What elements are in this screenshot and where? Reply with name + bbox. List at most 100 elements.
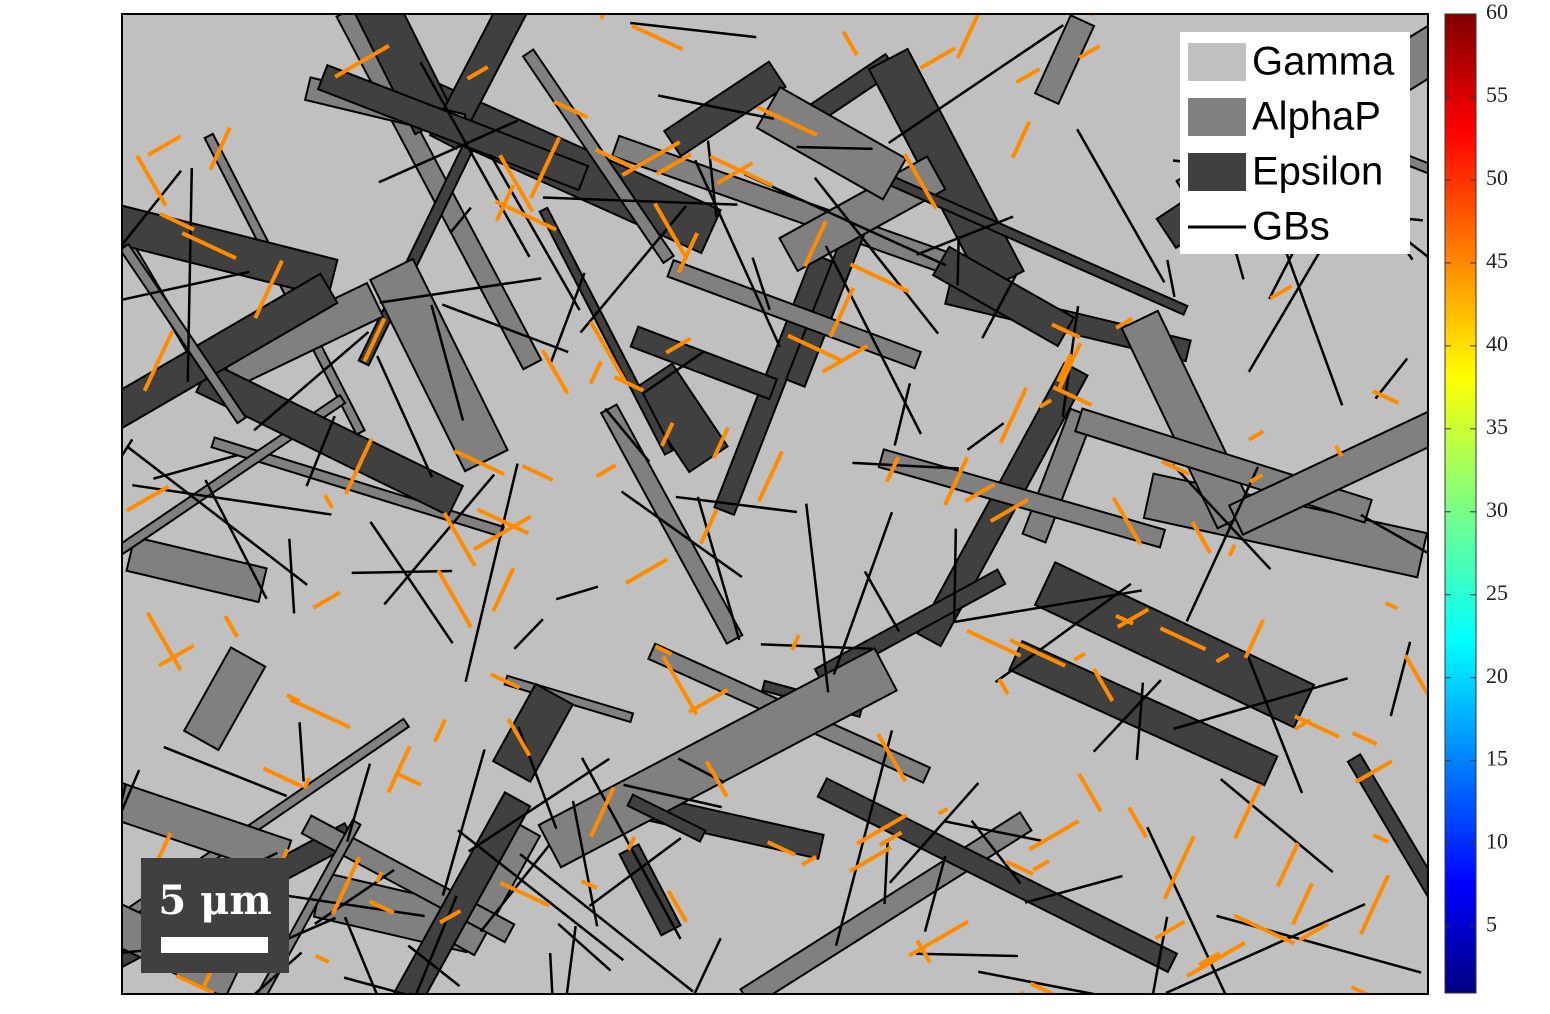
boundary-highlight	[334, 43, 390, 79]
grain-boundary	[305, 415, 336, 487]
grain-boundary	[542, 196, 738, 206]
grain-boundary	[966, 422, 1005, 451]
boundary-highlight	[716, 161, 754, 186]
grain-boundary	[414, 895, 458, 994]
grain-boundary	[314, 868, 395, 925]
boundary-highlight	[621, 140, 681, 177]
boundary-highlight	[175, 973, 215, 994]
grain-boundary	[519, 853, 694, 993]
grain-boundary	[981, 272, 1019, 339]
boundary-highlight	[498, 154, 535, 213]
boundary-highlight	[790, 634, 801, 651]
grain-boundary	[813, 176, 940, 335]
boundary-highlight	[433, 718, 447, 743]
grain-boundary	[832, 511, 894, 675]
map-frame	[121, 13, 1429, 995]
boundary-highlight	[494, 199, 557, 232]
phase-region	[491, 682, 575, 783]
grain-boundary	[923, 855, 947, 932]
colorbar-tick-label: 50	[1486, 165, 1508, 190]
scale-bar	[161, 937, 268, 953]
boundary-highlight	[1005, 859, 1034, 876]
grain-boundary	[153, 453, 239, 480]
boundary-highlight	[803, 220, 828, 268]
boundary-highlight	[998, 387, 1028, 444]
boundary-highlight	[655, 152, 693, 176]
boundary-highlight	[908, 919, 970, 958]
boundary-highlight	[1298, 921, 1329, 942]
boundary-highlight	[884, 456, 900, 483]
phase-region	[1227, 373, 1428, 536]
phase-region	[316, 63, 590, 192]
boundary-highlight	[386, 745, 412, 794]
boundary-highlight	[661, 655, 699, 716]
boundary-highlight	[1078, 44, 1101, 60]
grain-boundary	[1374, 357, 1409, 400]
boundary-highlight	[595, 463, 617, 479]
grain-boundary	[1076, 128, 1166, 284]
boundary-highlight	[704, 760, 729, 798]
grain-boundary	[126, 445, 308, 586]
phase-region	[122, 242, 248, 425]
phase-region	[428, 14, 549, 151]
grain-boundary	[630, 21, 757, 39]
grain-boundary	[751, 257, 771, 311]
grain-boundary	[571, 800, 599, 927]
boundary-highlight	[529, 136, 562, 199]
legend-swatch	[1188, 98, 1246, 136]
grain-boundary	[204, 479, 268, 600]
boundary-highlight	[368, 899, 395, 915]
grain-boundary	[623, 783, 722, 809]
grain-boundary	[888, 782, 980, 884]
grain-boundary	[346, 763, 372, 843]
boundary-highlight	[491, 567, 516, 613]
phase-region	[666, 258, 923, 370]
grain-boundary	[1165, 902, 1366, 994]
boundary-highlight	[1160, 459, 1191, 477]
boundary-highlight	[1159, 626, 1207, 652]
grain-boundary	[557, 922, 612, 972]
grain-boundary	[369, 521, 454, 644]
colorbar-tick-label: 25	[1486, 580, 1508, 605]
grain-boundary	[1135, 682, 1145, 760]
grain-boundary	[122, 438, 134, 458]
grain-boundary	[379, 277, 542, 304]
boundary-highlight	[1215, 652, 1230, 664]
boundary-highlight	[653, 202, 689, 260]
boundary-highlight	[1092, 667, 1115, 703]
boundary-highlight	[1243, 618, 1266, 659]
boundary-highlight	[660, 422, 675, 447]
grain-boundary	[588, 837, 682, 907]
boundary-highlight	[472, 514, 532, 552]
boundary-highlight	[125, 484, 170, 513]
boundary-highlight	[1056, 353, 1073, 383]
colorbar-tick-label: 35	[1486, 414, 1508, 439]
grain-boundary	[441, 303, 569, 354]
boundary-highlight	[286, 693, 301, 704]
boundary-highlight	[821, 344, 869, 374]
boundary-highlight	[1354, 759, 1393, 784]
boundary-highlight	[1056, 342, 1083, 391]
boundary-highlight	[1115, 316, 1134, 330]
legend-label: Epsilon	[1252, 150, 1383, 194]
grain-boundary	[464, 463, 519, 683]
boundary-highlight	[521, 464, 554, 482]
boundary-highlight	[1127, 806, 1149, 839]
boundary-highlight	[146, 134, 182, 157]
boundary-highlight	[1403, 654, 1428, 697]
phase-region	[877, 448, 1167, 549]
boundary-highlight	[442, 511, 477, 567]
boundary-highlight	[624, 557, 669, 585]
grain-boundary	[122, 783, 128, 805]
boundary-highlight	[1372, 389, 1400, 405]
boundary-highlight	[580, 879, 598, 891]
boundary-highlight	[323, 494, 335, 509]
grain-boundary	[804, 503, 830, 693]
boundary-highlight	[1162, 835, 1196, 900]
boundary-highlight	[494, 184, 516, 222]
grain-boundary	[760, 643, 873, 651]
legend-swatch	[1188, 43, 1246, 81]
grain-boundary	[1388, 225, 1428, 259]
boundary-highlight	[330, 856, 362, 915]
boundary-highlight	[1333, 444, 1344, 458]
